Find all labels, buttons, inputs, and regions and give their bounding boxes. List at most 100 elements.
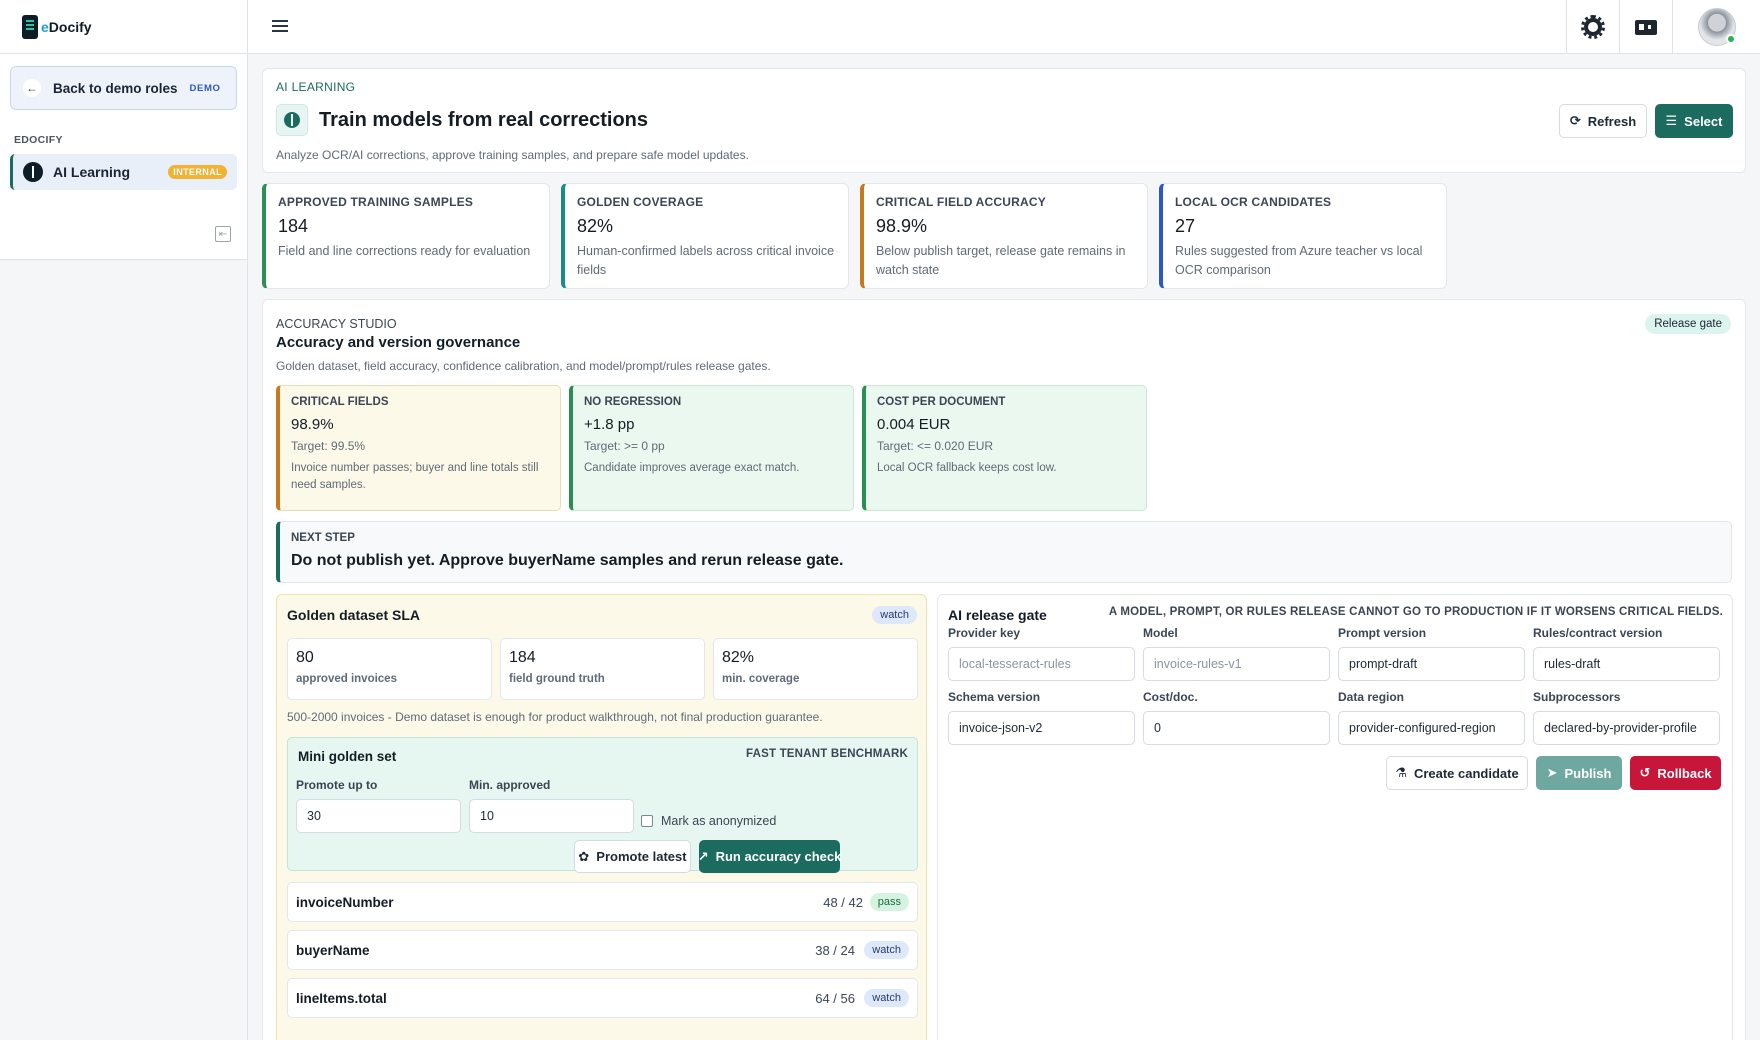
next-step-text: Do not publish yet. Approve buyerName sa… [291,552,844,569]
stat-value: 82% [577,216,614,236]
refresh-button[interactable]: ⟳ Refresh [1559,104,1647,138]
status-badge: watch [872,606,917,624]
metric-value: 0.004 EUR [877,416,951,433]
stat-value: 184 [278,216,309,236]
collapse-sidebar-icon[interactable]: ⇤ [215,226,231,242]
field-count: 48 / 42 [823,895,863,910]
stat-label: APPROVED TRAINING SAMPLES [278,195,474,209]
online-status-icon [1725,34,1736,44]
sidebar-item-ai-learning[interactable]: AI Learning INTERNAL [10,154,237,190]
metric-description: Candidate improves average exact match. [584,462,800,474]
stat-card: CRITICAL FIELD ACCURACY 98.9% Below publ… [860,183,1148,289]
run-accuracy-check-button[interactable]: ↗ Run accuracy check [697,840,841,873]
page-kicker: AI LEARNING [276,80,356,94]
ai-release-gate-panel: AI release gate A MODEL, PROMPT, OR RULE… [937,594,1733,1040]
metric-card-critical-fields: CRITICAL FIELDS 98.9% Target: 99.5% Invo… [276,385,561,511]
promote-up-to-input[interactable]: 30 [296,799,461,833]
create-candidate-button[interactable]: ⚗ Create candidate [1386,756,1528,790]
min-approved-label: Min. approved [469,778,551,792]
field-name: buyerName [296,943,370,958]
prompt-version-input[interactable]: prompt-draft [1338,647,1525,681]
next-step-label: NEXT STEP [291,532,355,544]
internal-badge: INTERNAL [168,165,227,179]
rules-contract-version-input[interactable]: rules-draft [1533,647,1720,681]
golden-stat-value: 82% [722,649,755,666]
golden-stat-label: min. coverage [722,673,800,685]
golden-stat-label: approved invoices [296,673,397,685]
status-badge: watch [864,941,909,959]
refresh-icon: ⟳ [1569,113,1581,128]
sidebar: eDocify ← Back to demo roles DEMO EDOCIF… [0,0,248,1040]
field-name: invoiceNumber [296,895,394,910]
select-button[interactable]: ☰ Select [1655,104,1733,138]
section-title: Accuracy and version governance [276,334,521,351]
medal-icon: ✿ [578,848,590,864]
next-step-callout: NEXT STEP Do not publish yet. Approve bu… [276,521,1732,583]
demo-badge: DEMO [189,82,221,94]
golden-stat-value: 80 [296,649,314,666]
stat-value: 98.9% [876,216,928,236]
back-to-demo-roles-button[interactable]: ← Back to demo roles DEMO [10,66,237,110]
gear-icon [1581,15,1605,39]
page-subtitle: Analyze OCR/AI corrections, approve trai… [276,148,749,162]
metric-label: NO REGRESSION [584,396,682,408]
panel-title: Golden dataset SLA [287,607,421,623]
avatar [1697,8,1736,46]
field-name: lineItems.total [296,991,387,1006]
chart-line-icon: ↗ [697,848,709,864]
release-gate-badge: Release gate [1645,314,1731,334]
promote-up-to-label: Promote up to [296,778,378,792]
promote-latest-button[interactable]: ✿ Promote latest [574,840,691,873]
stat-label: GOLDEN COVERAGE [577,195,704,209]
section-subtitle: Golden dataset, field accuracy, confiden… [276,359,771,373]
stat-value: 27 [1175,216,1196,236]
sidebar-section-title: EDOCIFY [14,134,63,146]
cost-per-doc-label: Cost/doc. [1143,690,1198,704]
stat-description: Below publish target, release gate remai… [876,244,1126,277]
publish-button[interactable]: ➤ Publish [1536,756,1622,790]
status-badge: watch [864,989,909,1007]
back-label: Back to demo roles [53,80,178,96]
logo-text: eDocify [41,18,92,35]
data-region-input[interactable]: provider-configured-region [1338,711,1525,745]
metric-card-cost-per-document: COST PER DOCUMENT 0.004 EUR Target: <= 0… [862,385,1147,511]
sidebar-panel: ← Back to demo roles DEMO EDOCIFY AI Lea… [0,54,247,260]
golden-stat-label: field ground truth [509,673,605,685]
checklist-icon: ☰ [1665,113,1678,128]
stat-card: LOCAL OCR CANDIDATES 27 Rules suggested … [1159,183,1447,289]
mini-tag: FAST TENANT BENCHMARK [746,748,908,760]
field-row-lineItems-total: lineItems.total 64 / 56 watch [287,978,918,1018]
field-count: 38 / 24 [815,943,855,958]
schema-version-label: Schema version [948,690,1041,704]
id-card-button[interactable] [1619,0,1672,54]
id-card-icon [1635,19,1657,35]
brain-icon [23,162,43,182]
logo[interactable]: eDocify [0,0,247,54]
min-approved-input[interactable]: 10 [469,799,634,833]
anonymized-checkbox[interactable]: Mark as anonymized [641,814,776,828]
status-badge: pass [869,893,909,911]
checkbox-icon [641,815,653,827]
metric-description: Local OCR fallback keeps cost low. [877,462,1057,474]
stat-card: GOLDEN COVERAGE 82% Human-confirmed labe… [561,183,849,289]
settings-button[interactable] [1566,0,1619,54]
provider-key-input[interactable]: local-tesseract-rules [948,647,1135,681]
metric-target: Target: 99.5% [291,439,366,453]
accuracy-studio: ACCURACY STUDIO Accuracy and version gov… [262,299,1746,1040]
schema-version-input[interactable]: invoice-json-v2 [948,711,1135,745]
stat-card: APPROVED TRAINING SAMPLES 184 Field and … [262,183,550,289]
metric-label: CRITICAL FIELDS [291,396,389,408]
metric-target: Target: >= 0 pp [584,439,665,453]
golden-dataset-panel: Golden dataset SLA watch 80 approved inv… [276,594,927,1040]
flask-icon: ⚗ [1395,765,1407,780]
sidebar-item-label: AI Learning [53,164,131,180]
menu-icon[interactable] [272,20,288,32]
rollback-icon: ↺ [1639,765,1651,780]
rollback-button[interactable]: ↺ Rollback [1630,756,1721,790]
model-input[interactable]: invoice-rules-v1 [1143,647,1330,681]
data-region-label: Data region [1338,690,1405,704]
user-menu[interactable] [1672,0,1760,54]
subprocessors-input[interactable]: declared-by-provider-profile [1533,711,1720,745]
rules-contract-version-label: Rules/contract version [1533,626,1663,640]
cost-per-doc-input[interactable]: 0 [1143,711,1330,745]
